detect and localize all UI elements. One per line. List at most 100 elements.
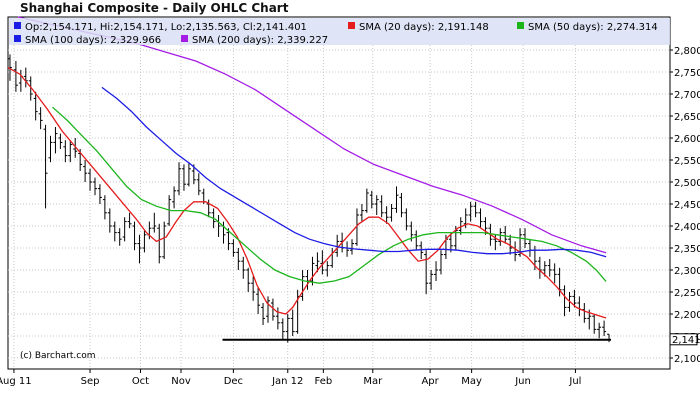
legend-sma200-swatch — [181, 35, 188, 42]
legend: Op:2,154.171, Hi:2,154.171, Lo:2,135.563… — [14, 22, 658, 46]
ohlc-bar — [236, 248, 241, 270]
ohlc-bar — [359, 204, 364, 222]
ohlc-bar — [132, 221, 137, 251]
legend-background — [9, 18, 670, 45]
ohlc-bar — [256, 287, 261, 314]
ohlc-bar — [458, 217, 463, 235]
ohlc-bar — [83, 160, 88, 182]
ohlc-bar — [275, 307, 280, 330]
y-tick-label: 2,450,000 — [674, 200, 700, 211]
ohlc-bar — [547, 259, 552, 277]
ohlc-bar — [448, 232, 453, 253]
ohlc-bar — [251, 276, 256, 301]
ohlc-bar — [43, 124, 48, 209]
x-tick-label: Jul — [568, 376, 581, 387]
x-tick-label: Oct — [132, 376, 149, 387]
y-tick-label: 2,250,000 — [674, 288, 700, 299]
legend-sma20-swatch — [348, 22, 355, 29]
ohlc-bar — [503, 226, 508, 244]
ohlc-bar — [97, 184, 102, 204]
ohlc-bar — [261, 303, 266, 325]
ohlc-bar — [226, 228, 231, 251]
ohlc-bar — [478, 208, 483, 229]
legend-sma50-swatch — [517, 22, 524, 29]
ohlc-bar — [285, 314, 290, 343]
ohlc-bar — [468, 201, 473, 222]
ohlc-bar — [424, 250, 429, 295]
x-tick-label: Mar — [363, 376, 383, 387]
ohlc-bar — [414, 230, 419, 251]
y-tick-label: 2,100,000 — [674, 354, 700, 365]
legend-ohlc-swatch — [14, 22, 21, 29]
ohlc-bar — [181, 164, 186, 191]
ohlc-bar — [280, 318, 285, 341]
last-close-label: 2,141.401 — [672, 335, 700, 346]
sma-line-1 — [52, 106, 607, 284]
legend-ohlc-text: Op:2,154.171, Hi:2,154.171, Lo:2,135.563… — [25, 22, 307, 33]
x-tick-label: Apr — [421, 376, 439, 387]
ohlc-bar — [48, 135, 53, 163]
x-axis: Aug 11 Sep Oct Nov Dec Jan 12 Feb Mar Apr May Jun J… — [0, 369, 581, 387]
ohlc-bar — [92, 177, 97, 196]
ohlc-bar — [28, 76, 33, 101]
ohlc-bar — [325, 261, 330, 277]
ohlc-bar — [602, 320, 607, 336]
ohlc-bar — [438, 250, 443, 275]
ohlc-bar — [88, 168, 93, 191]
y-tick-label: 2,750,000 — [674, 68, 700, 79]
ohlc-bar — [523, 228, 528, 248]
ohlc-bar — [597, 322, 602, 339]
ohlc-bar — [33, 91, 38, 121]
ohlc-bar — [152, 212, 157, 233]
y-tick-label: 2,600,000 — [674, 134, 700, 145]
ohlc-bar — [320, 250, 325, 275]
ohlc-bar — [53, 127, 58, 154]
ohlc-bar — [335, 234, 340, 257]
ohlc-bar — [137, 234, 142, 264]
sma-line-2 — [101, 86, 607, 258]
ohlc-bar — [354, 208, 359, 246]
ohlc-bar — [300, 270, 305, 301]
ohlc-bar — [13, 61, 18, 92]
ohlc-bar — [379, 195, 384, 218]
y-tick-label: 2,300,000 — [674, 266, 700, 277]
x-tick-label: Aug 11 — [0, 376, 32, 387]
ohlc-bar — [142, 230, 147, 253]
ohlc-bar — [592, 314, 597, 334]
ohlc-bar — [270, 298, 275, 321]
y-tick-label: 2,500,000 — [674, 178, 700, 189]
ohlc-bar — [107, 208, 112, 233]
ohlc-bar — [399, 193, 404, 218]
ohlc-bar — [374, 195, 379, 215]
ohlc-bar — [290, 309, 295, 336]
ohlc-bar — [350, 239, 355, 255]
legend-sma100-text: SMA (100 days): 2,329.966 — [25, 35, 161, 46]
y-tick-label: 2,400,000 — [674, 222, 700, 233]
ohlc-bar — [186, 162, 191, 187]
chart-credit: (c) Barchart.com — [20, 351, 96, 361]
ohlc-bar — [364, 188, 369, 213]
ohlc-bar — [473, 201, 478, 218]
y-tick-label: 2,700,000 — [674, 90, 700, 101]
ohlc-bar — [38, 107, 43, 130]
x-tick-label: Jun — [514, 376, 531, 387]
x-tick-label: May — [461, 376, 482, 387]
y-tick-label: 2,650,000 — [674, 112, 700, 123]
ohlc-bar — [63, 140, 68, 163]
ohlc-bar — [157, 223, 162, 264]
legend-sma50-text: SMA (50 days): 2,274.314 — [528, 22, 658, 33]
ohlc-bar — [177, 162, 182, 196]
ohlc-bar — [196, 173, 201, 196]
ohlc-bar — [68, 140, 73, 163]
ohlc-bar — [572, 289, 577, 308]
ohlc-bar — [310, 256, 315, 286]
ohlc-bar — [172, 186, 177, 209]
ohlc-bar — [552, 263, 557, 284]
ohlc-bar — [429, 270, 434, 290]
sma-line-0 — [7, 67, 607, 319]
chart-title: Shanghai Composite - Daily OHLC Chart — [20, 1, 289, 15]
ohlc-bar — [389, 204, 394, 222]
ohlc-bar — [394, 186, 399, 213]
ohlc-bar — [58, 133, 63, 149]
